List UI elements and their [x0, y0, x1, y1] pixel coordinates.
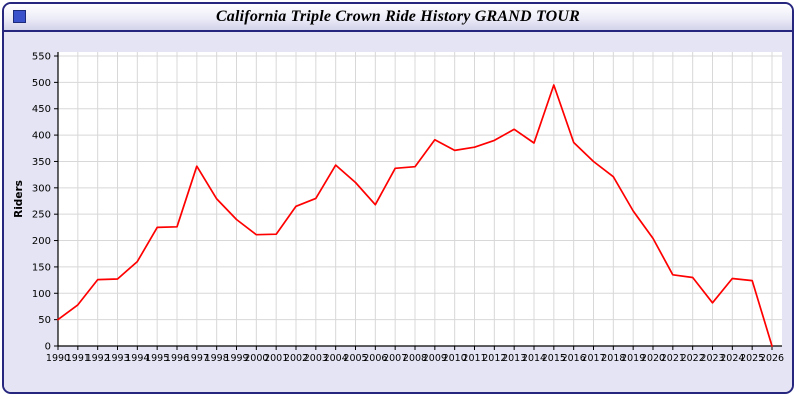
y-tick-label: 450: [32, 104, 51, 115]
y-tick-label: 500: [32, 78, 51, 89]
y-tick-label: 200: [32, 236, 51, 247]
x-tick-label: 2018: [601, 353, 625, 364]
x-tick-label: 2019: [621, 353, 645, 364]
x-tick-label: 2001: [264, 353, 288, 364]
chart-area: 0 50 100 150 200 250 300 350 400 450 500 550 1990 199…: [4, 32, 792, 392]
x-tick-label: 1994: [125, 353, 149, 364]
x-tick-label: 2010: [443, 353, 467, 364]
app-icon: [13, 10, 26, 23]
x-tick-label: 1993: [105, 353, 129, 364]
y-tick-label: 250: [32, 210, 51, 221]
x-tick-label: 2023: [700, 353, 724, 364]
x-tick-label: 2020: [641, 353, 665, 364]
x-tick-label: 2004: [324, 353, 348, 364]
y-tick-label: 0: [45, 342, 51, 353]
x-tick-label: 2016: [562, 353, 586, 364]
x-tick-label: 2003: [304, 353, 328, 364]
window-title: California Triple Crown Ride History GRA…: [215, 8, 581, 25]
x-tick-label: 2011: [462, 353, 486, 364]
x-tick-label: 2000: [244, 353, 268, 364]
x-tick-label: 1995: [145, 353, 169, 364]
x-tick-label: 1999: [224, 353, 248, 364]
x-tick-label: 2025: [740, 353, 764, 364]
x-tick-label: 1990: [46, 353, 70, 364]
plot-background: [58, 52, 782, 346]
y-tick-label: 550: [32, 52, 51, 63]
x-tick-label: 1991: [66, 353, 90, 364]
chart-wrap: 0 50 100 150 200 250 300 350 400 450 500 550 1990 199…: [10, 44, 790, 392]
x-tick-label: 2007: [383, 353, 407, 364]
x-tick-label: 2026: [760, 353, 784, 364]
app-window: California Triple Crown Ride History GRA…: [2, 2, 794, 394]
y-tick-label: 150: [32, 262, 51, 273]
x-tick-label: 2002: [284, 353, 308, 364]
x-tick-label: 2005: [343, 353, 367, 364]
x-tick-label: 2008: [403, 353, 427, 364]
x-tick-label: 2014: [522, 353, 546, 364]
x-tick-label: 2009: [423, 353, 447, 364]
y-axis-title: Riders: [13, 180, 25, 218]
x-tick-label: 2017: [581, 353, 605, 364]
x-tick-label: 1997: [185, 353, 209, 364]
x-tick-label: 2012: [482, 353, 506, 364]
x-tick-label: 1996: [165, 353, 189, 364]
y-tick-label: 50: [38, 315, 51, 326]
x-tick-label: 2021: [661, 353, 685, 364]
x-tick-label: 2022: [681, 353, 705, 364]
x-tick-label: 2024: [720, 353, 744, 364]
riders-line-series: [57, 84, 773, 347]
x-tick-label: 1992: [86, 353, 110, 364]
y-tick-label: 350: [32, 157, 51, 168]
x-tick-label: 1998: [205, 353, 229, 364]
y-tick-label: 400: [32, 131, 51, 142]
x-tick-label: 2013: [502, 353, 526, 364]
y-tick-label: 100: [32, 289, 51, 300]
chart-canvas: 0501001502002503003504004505005501990199…: [13, 52, 784, 365]
x-tick-label: 2015: [542, 353, 566, 364]
y-tick-label: 300: [32, 183, 51, 194]
title-bar: California Triple Crown Ride History GRA…: [4, 4, 792, 32]
x-tick-label: 2006: [363, 353, 387, 364]
